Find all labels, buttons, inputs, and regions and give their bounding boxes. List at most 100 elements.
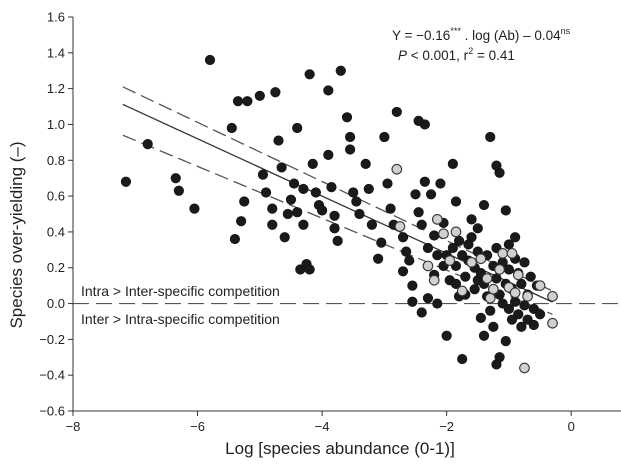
y-tick-label: −0.6 bbox=[39, 404, 65, 419]
point-dark bbox=[519, 300, 530, 311]
point-dark bbox=[232, 96, 244, 107]
point-light bbox=[497, 248, 509, 259]
point-dark bbox=[469, 284, 480, 295]
point-dark bbox=[279, 232, 290, 243]
data-points bbox=[120, 54, 558, 374]
point-dark bbox=[376, 237, 387, 248]
point-dark bbox=[503, 264, 515, 275]
point-dark bbox=[491, 273, 502, 284]
point-dark bbox=[385, 203, 396, 214]
point-dark bbox=[401, 246, 412, 257]
point-dark bbox=[285, 194, 297, 205]
point-dark bbox=[429, 230, 440, 241]
point-dark bbox=[276, 162, 287, 173]
point-light bbox=[481, 273, 493, 284]
point-light bbox=[509, 287, 521, 299]
y-tick-label: 1.2 bbox=[47, 81, 65, 96]
point-dark bbox=[329, 210, 340, 221]
point-dark bbox=[413, 207, 424, 218]
point-dark bbox=[379, 131, 390, 143]
stats-r-sup: 2 bbox=[468, 46, 473, 56]
point-dark bbox=[397, 266, 409, 277]
point-light bbox=[438, 228, 449, 240]
point-dark bbox=[503, 303, 515, 315]
point-dark bbox=[332, 235, 343, 246]
point-dark bbox=[491, 160, 502, 171]
x-tick-label: −6 bbox=[190, 419, 205, 434]
point-dark bbox=[267, 203, 278, 214]
stats-r-rest: = 0.41 bbox=[473, 48, 515, 63]
point-dark bbox=[404, 255, 415, 266]
point-light bbox=[547, 317, 558, 329]
ref-label-above: Intra > Inter-specific competition bbox=[81, 283, 280, 299]
point-dark bbox=[478, 199, 490, 211]
point-dark bbox=[419, 176, 430, 187]
point-dark bbox=[510, 232, 521, 243]
y-tick-label: 1.6 bbox=[47, 10, 65, 25]
point-light bbox=[466, 257, 477, 268]
point-dark bbox=[292, 207, 303, 218]
point-light bbox=[494, 264, 505, 275]
point-dark bbox=[534, 309, 546, 320]
y-tick-label: 0.8 bbox=[47, 153, 65, 168]
point-dark bbox=[457, 353, 468, 365]
point-dark bbox=[298, 183, 309, 195]
point-dark bbox=[173, 185, 184, 196]
point-dark bbox=[407, 280, 418, 291]
point-dark bbox=[260, 187, 272, 198]
point-dark bbox=[441, 330, 452, 341]
point-dark bbox=[410, 189, 421, 200]
point-light bbox=[431, 214, 443, 225]
point-dark bbox=[425, 189, 437, 200]
y-tick-label: −0.4 bbox=[39, 368, 65, 383]
point-light bbox=[519, 362, 530, 374]
point-dark bbox=[432, 250, 443, 261]
point-dark bbox=[323, 85, 334, 96]
point-dark bbox=[170, 173, 181, 184]
point-dark bbox=[273, 135, 284, 146]
point-dark bbox=[348, 187, 359, 198]
point-dark bbox=[363, 183, 374, 195]
point-light bbox=[487, 283, 499, 295]
point-dark bbox=[475, 312, 486, 323]
point-dark bbox=[239, 196, 250, 207]
point-dark bbox=[310, 187, 321, 198]
point-dark bbox=[257, 169, 269, 180]
point-light bbox=[391, 163, 403, 175]
x-tick-label: −2 bbox=[439, 419, 454, 434]
point-dark bbox=[447, 158, 458, 169]
point-dark bbox=[316, 205, 328, 216]
point-dark bbox=[500, 336, 511, 347]
point-dark bbox=[304, 264, 315, 275]
point-dark bbox=[422, 293, 434, 304]
point-dark bbox=[460, 271, 471, 282]
point-dark bbox=[329, 223, 340, 234]
equation-prefix: Y = −0.16 bbox=[392, 28, 450, 43]
point-dark bbox=[472, 223, 483, 234]
point-dark bbox=[270, 87, 281, 98]
point-dark bbox=[525, 271, 536, 282]
point-dark bbox=[323, 149, 334, 160]
point-dark bbox=[407, 296, 418, 307]
point-dark bbox=[351, 196, 362, 207]
point-dark bbox=[416, 307, 427, 318]
point-dark bbox=[345, 131, 356, 143]
point-light bbox=[547, 291, 558, 302]
point-dark bbox=[485, 305, 496, 316]
point-dark bbox=[304, 69, 315, 80]
point-dark bbox=[298, 219, 309, 230]
point-dark bbox=[491, 359, 502, 370]
point-dark bbox=[435, 178, 446, 189]
point-dark bbox=[373, 253, 384, 264]
x-tick-label: 0 bbox=[568, 419, 575, 434]
point-dark bbox=[242, 96, 253, 107]
equation-sup2: ns bbox=[561, 26, 571, 36]
point-dark bbox=[413, 115, 424, 126]
point-dark bbox=[345, 144, 356, 155]
point-dark bbox=[204, 54, 216, 66]
point-dark bbox=[488, 321, 499, 332]
point-light bbox=[394, 221, 406, 232]
point-dark bbox=[267, 219, 278, 230]
